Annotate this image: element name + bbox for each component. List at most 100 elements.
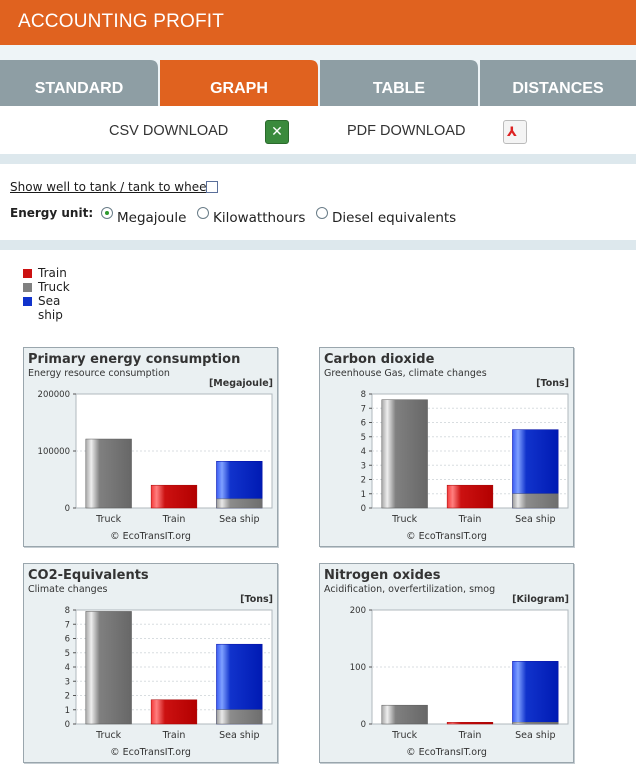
y-tick-label: 8 <box>65 606 70 616</box>
separator <box>0 154 636 164</box>
chart-subtitle: Acidification, overfertilization, smog <box>324 584 496 595</box>
x-tick-label: Truck <box>391 514 418 525</box>
chart-plot: 0 1 2 3 4 5 6 7 8 Truck Train Sea ship <box>65 606 273 741</box>
y-tick-label: 3 <box>65 677 70 687</box>
chart-title: CO2-Equivalents <box>28 568 149 583</box>
y-tick-label: 8 <box>361 390 366 400</box>
chart-panel-co2-equivalents: CO2-Equivalents Climate changes [Tons] 0… <box>23 563 278 763</box>
tab-table[interactable]: TABLE <box>372 80 426 97</box>
bar <box>85 611 132 725</box>
chart-subtitle: Greenhouse Gas, climate changes <box>324 368 487 379</box>
bar <box>381 399 428 509</box>
separator <box>0 240 636 250</box>
y-tick-label: 5 <box>65 649 70 659</box>
chart-panel-nitrogen-oxides: Nitrogen oxides Acidification, overferti… <box>319 563 574 763</box>
x-tick-label: Sea ship <box>515 730 555 741</box>
chart-panel-primary-energy: Primary energy consumption Energy resour… <box>23 347 278 547</box>
bar-lower-segment <box>512 493 559 509</box>
kilowatthours-radio[interactable] <box>197 207 209 219</box>
chart-plot: 0 1 2 3 4 5 6 7 8 Truck Train Sea ship <box>361 390 569 525</box>
legend-swatch <box>23 297 32 306</box>
tab-shapes <box>0 60 636 106</box>
y-tick-label: 6 <box>361 419 366 429</box>
x-tick-label: Sea ship <box>219 730 259 741</box>
x-tick-label: Train <box>162 730 186 741</box>
energy-unit-label: Energy unit: <box>10 206 94 220</box>
chart-subtitle: Climate changes <box>28 584 108 595</box>
legend-swatch <box>23 283 32 292</box>
bar-lower-segment <box>216 498 263 509</box>
chart-title: Primary energy consumption <box>28 352 241 367</box>
bar-lower-segment <box>216 709 263 725</box>
y-tick-label: 3 <box>361 461 366 471</box>
chart-unit: [Tons] <box>240 594 273 605</box>
y-tick-label: 0 <box>361 504 366 514</box>
megajoule-label[interactable]: Megajoule <box>117 210 187 226</box>
bar <box>150 484 198 509</box>
legend-swatch <box>23 269 32 278</box>
bar <box>381 704 428 725</box>
y-tick-label: 7 <box>65 620 70 630</box>
y-tick-label: 100000 <box>38 447 70 457</box>
megajoule-radio[interactable] <box>101 207 113 219</box>
excel-icon[interactable]: ✕ <box>265 120 289 144</box>
chart-panel-carbon-dioxide: Carbon dioxide Greenhouse Gas, climate c… <box>319 347 574 547</box>
y-tick-label: 0 <box>65 720 70 730</box>
app-header: ACCOUNTING PROFIT <box>0 0 636 45</box>
chart-unit: [Kilogram] <box>512 594 569 605</box>
chart-subtitle: Energy resource consumption <box>28 368 170 379</box>
kilowatthours-label[interactable]: Kilowatthours <box>213 210 306 226</box>
chart-copyright: © EcoTransIT.org <box>406 747 487 758</box>
y-tick-label: 6 <box>65 635 70 645</box>
y-tick-label: 200 <box>350 606 366 616</box>
bar <box>446 484 494 509</box>
y-tick-label: 4 <box>65 663 70 673</box>
well-to-wheel-checkbox[interactable] <box>206 181 218 193</box>
x-tick-label: Train <box>162 514 186 525</box>
y-tick-label: 0 <box>361 720 366 730</box>
chart-copyright: © EcoTransIT.org <box>110 747 191 758</box>
bar <box>512 661 559 725</box>
y-tick-label: 2 <box>361 476 366 486</box>
diesel-equivalents-radio[interactable] <box>316 207 328 219</box>
well-to-wheel-link[interactable]: Show well to tank / tank to wheel <box>10 180 210 194</box>
bar <box>85 438 132 509</box>
y-tick-label: 200000 <box>38 390 70 400</box>
chart-title: Nitrogen oxides <box>324 568 441 583</box>
tab-standard[interactable]: STANDARD <box>34 80 124 97</box>
y-tick-label: 2 <box>65 692 70 702</box>
bar <box>446 722 494 725</box>
y-tick-label: 1 <box>65 706 70 716</box>
x-tick-label: Train <box>458 514 482 525</box>
x-tick-label: Train <box>458 730 482 741</box>
chart-unit: [Tons] <box>536 378 569 389</box>
diesel-equivalents-label[interactable]: Diesel equivalents <box>332 210 457 226</box>
x-tick-label: Sea ship <box>219 514 259 525</box>
tab-bar <box>0 45 636 106</box>
x-tick-label: Truck <box>95 730 122 741</box>
y-tick-label: 100 <box>350 663 366 673</box>
pdf-icon[interactable]: ⅄ <box>503 120 527 144</box>
x-tick-label: Truck <box>391 730 418 741</box>
page-title: ACCOUNTING PROFIT <box>18 11 225 32</box>
y-tick-label: 1 <box>361 490 366 500</box>
bar-lower-segment <box>512 722 559 725</box>
download-bar: CSV DOWNLOAD ✕ PDF DOWNLOAD ⅄ <box>0 106 636 154</box>
x-tick-label: Sea ship <box>515 514 555 525</box>
y-tick-label: 7 <box>361 404 366 414</box>
pdf-download-link[interactable]: PDF DOWNLOAD <box>347 123 466 139</box>
y-tick-label: 5 <box>361 433 366 443</box>
x-tick-label: Truck <box>95 514 122 525</box>
chart-copyright: © EcoTransIT.org <box>406 531 487 542</box>
chart-copyright: © EcoTransIT.org <box>110 531 191 542</box>
bar <box>150 699 198 725</box>
tab-graph[interactable]: GRAPH <box>210 80 268 97</box>
tab-distances[interactable]: DISTANCES <box>512 80 604 97</box>
chart-unit: [Megajoule] <box>208 378 273 389</box>
chart-plot: 0 100000 200000 Truck Train Sea ship <box>38 390 273 525</box>
y-tick-label: 4 <box>361 447 366 457</box>
chart-title: Carbon dioxide <box>324 352 435 367</box>
chart-plot: 0 100 200 Truck Train Sea ship <box>350 606 569 741</box>
csv-download-link[interactable]: CSV DOWNLOAD <box>109 123 229 139</box>
y-tick-label: 0 <box>65 504 70 514</box>
